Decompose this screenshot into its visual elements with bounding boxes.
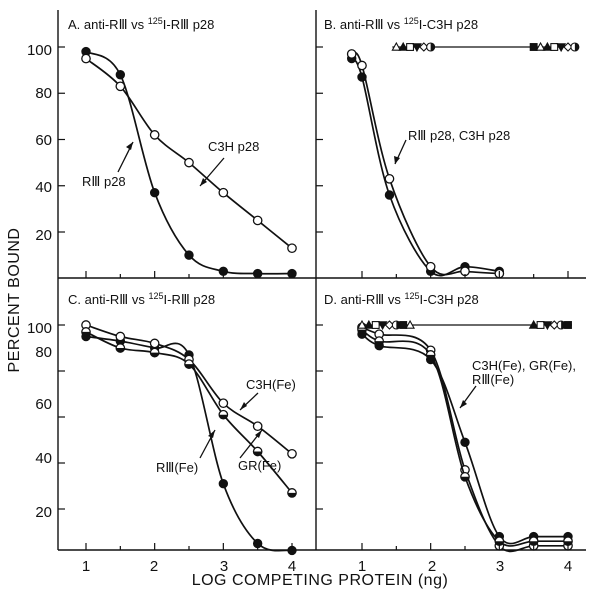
series-line [352, 59, 500, 276]
data-point-open [219, 399, 227, 407]
y-tick-label: 100 [27, 320, 52, 337]
data-point-open [150, 339, 158, 347]
data-point-open [348, 50, 356, 58]
data-point-shape [530, 44, 537, 51]
data-point-shape [427, 43, 435, 51]
data-point-open [82, 54, 90, 62]
annotation-d-line2: RⅢ(Fe) [472, 372, 514, 387]
data-point-half [461, 473, 469, 481]
data-point-shape [407, 44, 414, 51]
data-point-open [288, 244, 296, 252]
data-point-shape [400, 322, 407, 329]
x-tick-label: 3 [496, 558, 504, 575]
annotation-d-line1: C3H(Fe), GR(Fe), [472, 358, 576, 373]
data-point-open [219, 188, 227, 196]
data-point-open [150, 131, 158, 139]
data-point-shape [551, 44, 558, 51]
y-tick-labels: 20 40 60 80 100 20 40 60 80 100 [27, 42, 52, 521]
data-point-open [426, 262, 434, 270]
data-point-half [375, 337, 383, 345]
y-tick-label: 60 [35, 132, 52, 149]
x-tick-label: 1 [358, 558, 366, 575]
x-tick-label: 2 [428, 558, 436, 575]
data-point-half [288, 489, 296, 497]
data-point-shape [372, 322, 379, 329]
x-axis-title: LOG COMPETING PROTEIN (ng) [192, 572, 449, 589]
x-tick-label: 1 [82, 558, 90, 575]
data-point-open [253, 422, 261, 430]
arrowhead [240, 402, 247, 410]
data-point-shape [537, 322, 544, 329]
x-tick-label: 2 [150, 558, 158, 575]
panel-b-title: B. anti-RⅢ vs 125I-C3H p28 [324, 16, 478, 32]
annotation-b-both: RⅢ p28, C3H p28 [408, 128, 510, 143]
data-point-open [288, 450, 296, 458]
data-point-filled [461, 438, 469, 446]
y-tick-label: 100 [27, 42, 52, 59]
data-point-shape [565, 322, 572, 329]
data-point-filled [219, 480, 227, 488]
data-point-half [185, 360, 193, 368]
annotation-a-rp28: RⅢ p28 [82, 174, 126, 189]
data-point-half [150, 348, 158, 356]
series-line [352, 53, 500, 275]
y-tick-label: 60 [35, 396, 52, 413]
y-tick-label: 40 [35, 179, 52, 196]
panel-d-title: D. anti-RⅢ vs 125I-C3H p28 [324, 291, 479, 307]
annotation-a-c3hp28: C3H p28 [208, 139, 259, 154]
data-point-filled [150, 188, 158, 196]
data-point-open [116, 332, 124, 340]
arrowhead [460, 400, 467, 408]
y-tick-label: 80 [35, 85, 52, 102]
x-tick-label: 4 [564, 558, 572, 575]
y-tick-label: 20 [35, 504, 52, 521]
data-point-half [253, 447, 261, 455]
data-point-filled [185, 251, 193, 259]
y-axis-title: PERCENT BOUND [6, 228, 23, 373]
panel-a-title: A. anti-RⅢ vs 125I-RⅢ p28 [68, 16, 214, 32]
data-point-half [219, 411, 227, 419]
data-point-shape [557, 321, 565, 329]
annotation-c-c3h: C3H(Fe) [246, 377, 296, 392]
data-point-open [385, 175, 393, 183]
data-point-open [253, 216, 261, 224]
annotation-c-rfe: RⅢ(Fe) [156, 460, 198, 475]
data-point-half [116, 344, 124, 352]
arrowhead [394, 156, 400, 164]
data-point-open [358, 61, 366, 69]
y-tick-label: 20 [35, 227, 52, 244]
data-point-open [185, 158, 193, 166]
data-point-half [82, 328, 90, 336]
data-point-shape [392, 321, 400, 329]
data-point-filled [385, 191, 393, 199]
y-tick-label: 40 [35, 450, 52, 467]
x-tick-label: 3 [220, 558, 228, 575]
axes-frame [58, 10, 586, 550]
data-point-half [529, 537, 537, 545]
data-point-open [116, 82, 124, 90]
y-tick-label: 80 [35, 344, 52, 361]
panel-c-title: C. anti-RⅢ vs 125I-RⅢ p28 [68, 291, 215, 307]
arrowhead [126, 142, 133, 150]
data-point-shape [571, 43, 579, 51]
data-point-half [426, 351, 434, 359]
data-point-filled [116, 71, 124, 79]
x-tick-label: 4 [288, 558, 296, 575]
